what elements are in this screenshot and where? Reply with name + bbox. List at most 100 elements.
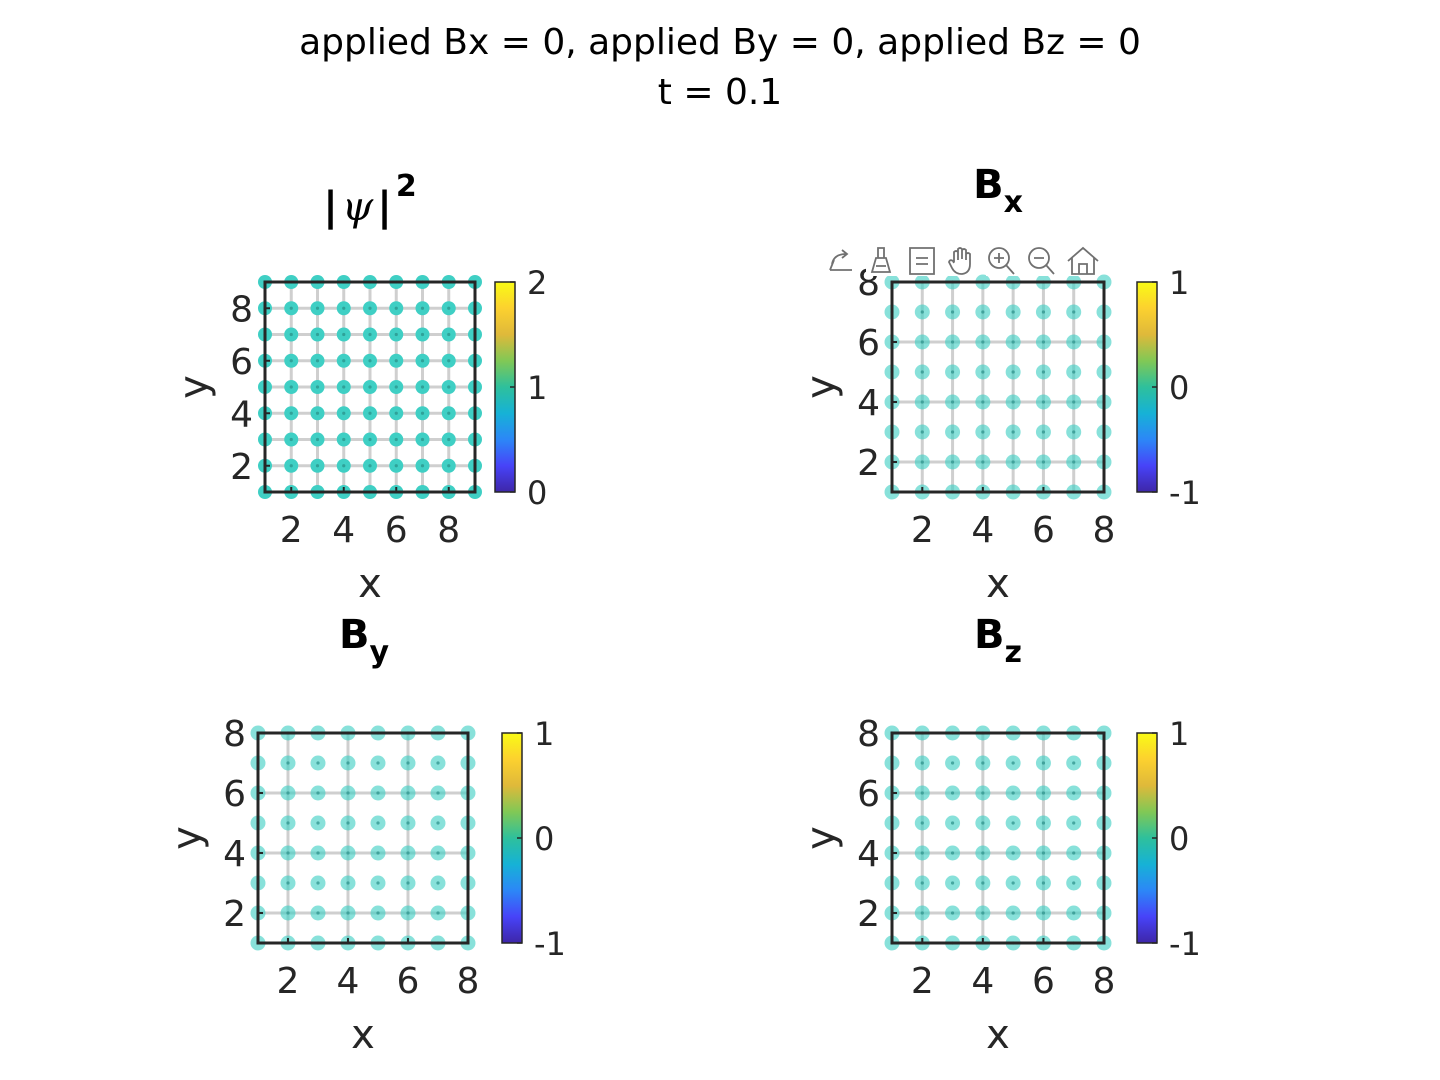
data-point-center (950, 881, 955, 885)
data-point-center (1072, 851, 1076, 855)
data-point-center (1041, 430, 1046, 434)
data-point-center (447, 359, 451, 363)
data-point-center (1011, 821, 1015, 825)
x-tick-label: 6 (1032, 510, 1055, 551)
data-point-center (1072, 911, 1076, 915)
data-point-center (316, 761, 320, 765)
data-point-center (289, 411, 293, 415)
x-tick-label: 8 (437, 510, 460, 551)
data-point-center (1041, 851, 1046, 855)
x-tick-label: 4 (971, 510, 994, 551)
data-point-center (286, 851, 290, 855)
data-point-center (342, 437, 346, 442)
data-point-center (289, 385, 293, 389)
data-point-center (950, 911, 955, 915)
x-tick-label: 4 (332, 510, 355, 551)
data-point-center (981, 761, 985, 765)
data-point-center (342, 306, 346, 310)
data-point-center (1072, 791, 1076, 795)
data-point-center (981, 881, 985, 885)
data-point-center (920, 791, 924, 795)
data-point-center (286, 821, 290, 825)
colorbar-tick-label: 1 (1169, 264, 1189, 302)
data-point-center (950, 460, 955, 464)
data-point-center (447, 385, 451, 389)
y-tick-label: 6 (223, 774, 246, 815)
data-point-center (920, 881, 924, 885)
data-point-center (394, 332, 398, 337)
data-point-center (1011, 310, 1015, 314)
data-point-center (394, 385, 398, 389)
data-point-center (376, 851, 380, 855)
data-point-center (1041, 821, 1046, 825)
colorbar-tick-label: 0 (534, 820, 554, 858)
data-point-center (1011, 340, 1015, 344)
axes-box (256, 731, 470, 945)
data-point-center (436, 761, 440, 765)
panel-title: Bz (974, 612, 1022, 670)
data-point-center (981, 911, 985, 915)
data-point-center (286, 911, 290, 915)
panel-title: | ψ | 2 (323, 169, 416, 231)
data-point-center (376, 821, 380, 825)
data-point-center (368, 437, 372, 442)
data-point-center (1011, 881, 1015, 885)
data-point-center (376, 881, 380, 885)
data-point-center (1011, 460, 1015, 464)
data-point-center (950, 340, 955, 344)
data-point-center (368, 332, 372, 337)
y-tick-label: 2 (857, 894, 880, 935)
data-point-center (420, 385, 425, 389)
brush-icon[interactable] (866, 246, 898, 276)
data-point-center (950, 310, 955, 314)
data-point-center (950, 400, 955, 404)
data-point-center (920, 370, 924, 374)
y-tick-label: 2 (230, 447, 253, 488)
figure-title-line1: applied Bx = 0, applied By = 0, applied … (299, 22, 1141, 63)
zoom-in-icon[interactable] (986, 246, 1018, 276)
colorbar-tick-label: 1 (527, 369, 547, 407)
colorbar-tick-label: -1 (1169, 925, 1201, 963)
data-point-center (346, 791, 350, 795)
pan-icon[interactable] (946, 246, 978, 276)
colorbar-tick-label: 0 (1169, 820, 1189, 858)
export-icon[interactable] (826, 246, 858, 276)
data-point-center (289, 332, 293, 337)
y-tick-label: 6 (857, 774, 880, 815)
data-point-center (1072, 881, 1076, 885)
y-tick-label: 6 (857, 323, 880, 364)
y-tick-label: 4 (223, 834, 246, 875)
data-point-center (1041, 460, 1046, 464)
data-point-center (1072, 430, 1076, 434)
data-point-center (376, 761, 380, 765)
y-tick-label: 2 (223, 894, 246, 935)
data-point-center (1011, 430, 1015, 434)
data-point-center (950, 761, 955, 765)
data-point-center (436, 911, 440, 915)
home-icon[interactable] (1066, 246, 1100, 276)
data-point-center (1072, 400, 1076, 404)
data-point-center (1041, 340, 1046, 344)
x-tick-label: 2 (911, 510, 934, 551)
axes-box (890, 280, 1106, 494)
data-point-center (315, 385, 320, 389)
data-point-center (1011, 911, 1015, 915)
data-point-center (316, 821, 320, 825)
data-point-center (315, 332, 320, 337)
data-point-center (346, 911, 350, 915)
data-point-center (1041, 791, 1046, 795)
colorbar-tick-label: 1 (534, 715, 554, 753)
zoom-out-icon[interactable] (1026, 246, 1058, 276)
data-point-center (920, 460, 924, 464)
x-axis-label: x (351, 1012, 375, 1058)
data-point-center (1041, 310, 1046, 314)
y-tick-label: 4 (230, 394, 253, 435)
data-point-center (1011, 851, 1015, 855)
datatip-icon[interactable] (906, 246, 938, 276)
data-point-center (1041, 881, 1046, 885)
data-point-center (981, 370, 985, 374)
data-point-center (920, 430, 924, 434)
axes-toolbar (826, 246, 1100, 276)
data-point-center (406, 821, 410, 825)
data-point-center (289, 464, 293, 468)
